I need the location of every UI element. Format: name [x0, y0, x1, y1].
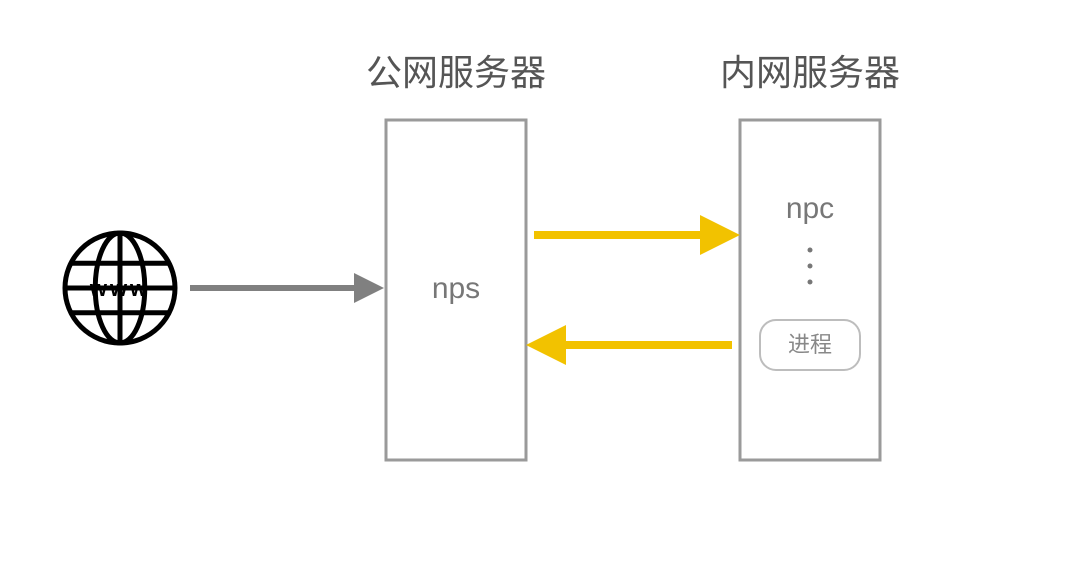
public_server-label: nps: [432, 272, 480, 305]
ellipsis-dot: [808, 280, 813, 285]
intranet_server-group: 内网服务器 npc 进程: [720, 52, 900, 460]
ellipsis-dot: [808, 264, 813, 269]
intranet_server-box: [740, 120, 880, 460]
intranet_server-title: 内网服务器: [720, 52, 900, 93]
intranet_server-label: npc: [786, 192, 834, 225]
public_server-group: 公网服务器 nps: [366, 52, 546, 460]
globe-label: www: [89, 276, 150, 301]
ellipsis-dot: [808, 248, 813, 253]
globe-icon: www: [65, 233, 175, 343]
public_server-title: 公网服务器: [366, 52, 546, 93]
process-pill-label: 进程: [788, 332, 832, 357]
